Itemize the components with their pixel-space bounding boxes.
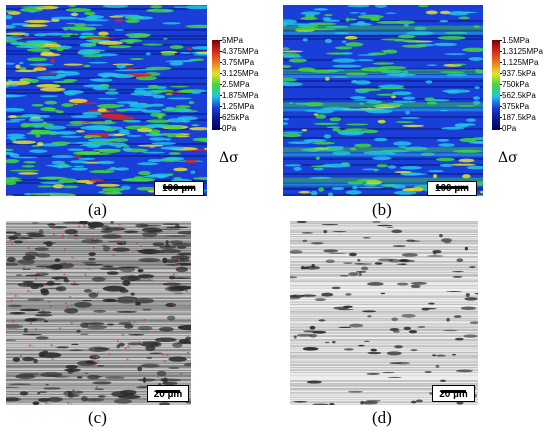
stress-map-a-image [6,5,207,196]
scale-bar-c-line [156,390,180,393]
stress-map-b: 100 µm [283,5,483,196]
micrograph-d-image [290,221,478,405]
legend-a-tick-1: 4.375MPa [222,47,259,56]
legend-a-tick-8: 0Pa [222,124,237,133]
scale-bar-d-line [441,390,466,393]
legend-b-tick-2: 1.125MPa [502,58,539,67]
legend-a-tick-5: 1.875MPa [222,91,259,100]
color-legend-b-bar [492,40,500,130]
scale-bar-b-line [436,186,468,189]
caption-d: (d) [372,408,392,427]
scale-bar-b-label: 100 µm [434,183,470,194]
color-legend-b: 1.5MPa 1.3125MPa 1.125MPa 937.5kPa 750kP… [492,36,550,133]
caption-a: (a) [88,200,107,219]
stress-map-b-image [283,5,483,196]
scale-bar-a-label: 100 µm [161,183,197,194]
scale-bar-a: 100 µm [154,181,204,196]
color-legend-a: 5MPa 4.375MPa 3.75MPa 3.125MPa 2.5MPa 1.… [212,36,272,133]
scale-bar-d: 20 µm [432,385,475,402]
micrograph-c: 20 µm [6,221,191,405]
scale-bar-c-label: 20 µm [153,389,183,400]
legend-a-tick-7: 625kPa [222,113,250,122]
delta-sigma-a: Δσ [219,150,239,166]
legend-a-tick-3: 3.125MPa [222,69,259,78]
legend-b-tick-0: 1.5MPa [502,36,530,45]
color-legend-a-bar [212,40,220,130]
legend-b-tick-4: 750kPa [502,80,530,89]
legend-a-tick-6: 1.25MPa [222,102,255,111]
legend-b-tick-7: 187.5kPa [502,113,536,122]
micrograph-d: 20 µm [290,221,478,405]
legend-b-tick-8: 0Pa [502,124,517,133]
legend-b-tick-1: 1.3125MPa [502,47,543,56]
scale-bar-d-label: 20 µm [439,389,468,400]
legend-b-tick-5: 562.5kPa [502,91,536,100]
delta-sigma-b: Δσ [498,150,518,166]
legend-b-tick-6: 375kPa [502,102,530,111]
stress-map-a: 100 µm [6,5,207,196]
scale-bar-a-line [163,186,195,189]
legend-b-tick-3: 937.5kPa [502,69,536,78]
caption-c: (c) [88,408,107,427]
legend-a-tick-0: 5MPa [222,36,243,45]
scale-bar-b: 100 µm [427,181,477,196]
micrograph-c-image [6,221,191,405]
caption-b: (b) [372,200,392,219]
legend-a-tick-2: 3.75MPa [222,58,255,67]
scale-bar-c: 20 µm [147,385,189,402]
legend-a-tick-4: 2.5MPa [222,80,250,89]
